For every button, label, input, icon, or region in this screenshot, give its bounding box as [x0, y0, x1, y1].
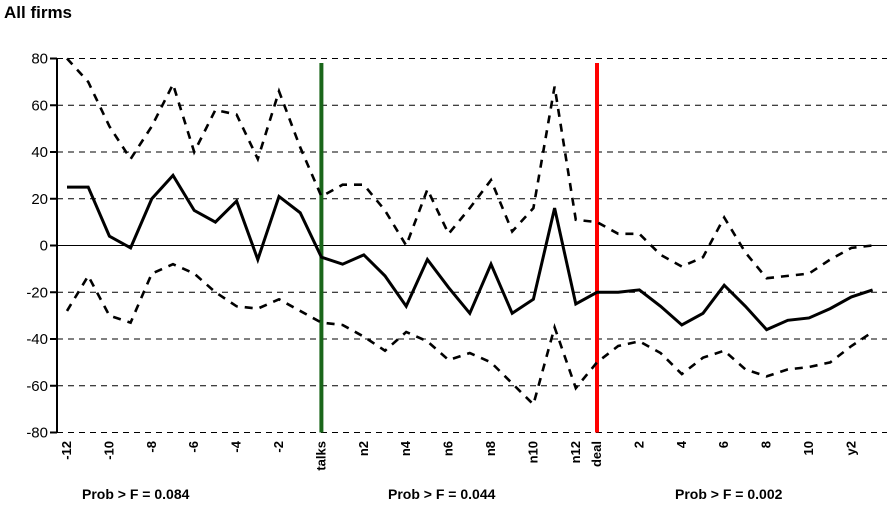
- prob-f-annotation-mid: Prob > F = 0.044: [388, 486, 496, 502]
- x-tick-label: y2: [843, 441, 858, 455]
- x-tick-label: -2: [271, 441, 286, 453]
- x-tick-label: 4: [674, 440, 689, 448]
- x-tick-label: n2: [356, 441, 371, 456]
- x-tick-label: 8: [759, 441, 774, 448]
- y-tick-label: -20: [26, 284, 48, 301]
- y-tick-label: -60: [26, 378, 48, 395]
- x-tick-label: n6: [441, 441, 456, 456]
- y-tick-label: -80: [26, 425, 48, 442]
- x-tick-label: deal: [589, 441, 604, 467]
- y-tick-label: 20: [31, 191, 48, 208]
- x-tick-label: n8: [483, 441, 498, 456]
- prob-f-annotation-post: Prob > F = 0.002: [675, 486, 783, 502]
- x-tick-label: n10: [525, 441, 540, 463]
- x-tick-label: -8: [144, 441, 159, 453]
- y-tick-label: 60: [31, 97, 48, 114]
- x-tick-label: -10: [101, 441, 116, 460]
- upper_dashed_band: [66, 57, 873, 280]
- x-tick-label: -4: [229, 440, 244, 452]
- prob-f-annotation-pre: Prob > F = 0.084: [82, 486, 190, 502]
- x-tick-label: n4: [398, 440, 413, 456]
- y-tick-label: 0: [40, 238, 48, 255]
- x-tick-label: -6: [186, 441, 201, 453]
- x-tick-label: 2: [631, 441, 646, 448]
- x-tick-label: -12: [59, 441, 74, 460]
- x-tick-label: n12: [568, 441, 583, 463]
- lower_dashed_band: [65, 262, 874, 407]
- x-tick-label: 6: [716, 441, 731, 448]
- y-tick-label: -40: [26, 331, 48, 348]
- x-tick-label: 10: [801, 441, 816, 455]
- chart-title: All firms: [4, 3, 73, 22]
- y-tick-label: 40: [31, 144, 48, 161]
- x-tick-label: talks: [313, 441, 328, 471]
- solid_line: [67, 172, 874, 332]
- y-tick-label: 80: [31, 51, 48, 68]
